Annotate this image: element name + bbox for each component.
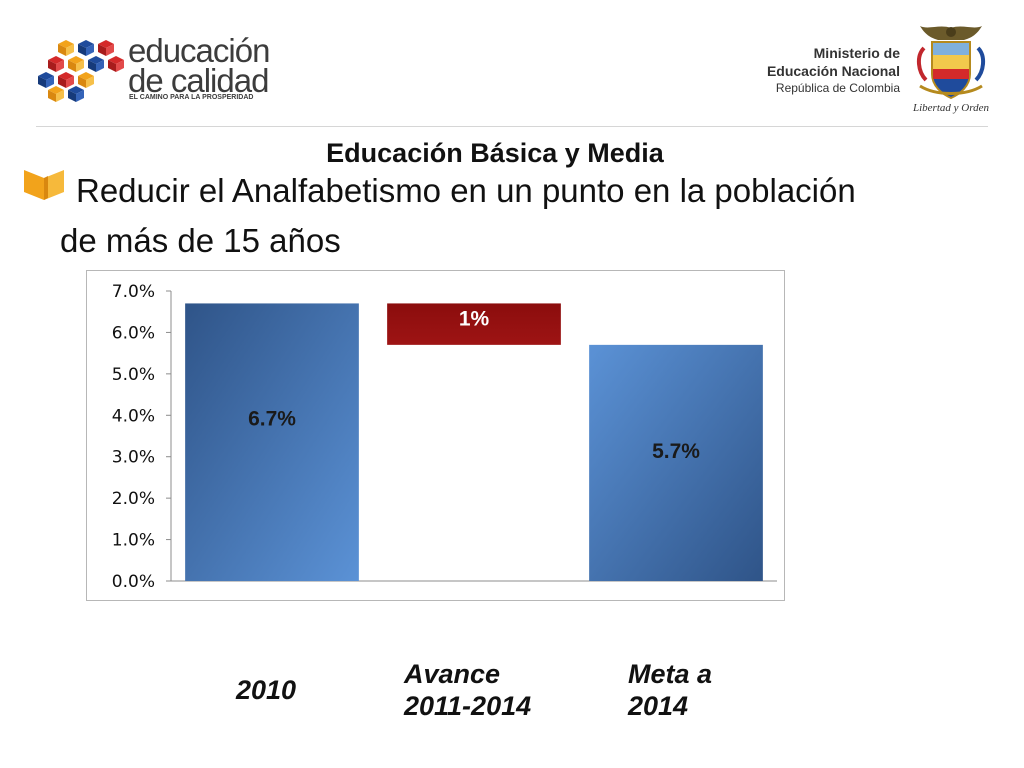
bar-data-label-3: 5.7% [652,440,700,463]
ministry-line-1: Ministerio de [813,45,900,61]
coat-of-arms: Libertad y Orden [910,22,992,122]
bar-1 [185,303,359,581]
logo-word-de-calidad: de calidad [128,62,269,99]
slide-title: Educación Básica y Media [326,138,664,168]
ministry-name: Ministerio de Educación Nacional Repúbli… [767,44,900,96]
y-tick-label: 0.0% [112,572,155,592]
y-tick-label: 4.0% [112,406,155,426]
bar-data-label-2: 1% [459,307,490,330]
category-label-2010: 2010 [236,675,297,705]
y-tick-label: 6.0% [112,323,155,343]
waterfall-bar-chart: 0.0% 1.0% 2.0% 3.0% 4.0% 5.0% 6.0% 7.0% 6.7% 1% 5… [112,282,777,592]
logo-slogan: EL CAMINO PARA LA PROSPERIDAD [129,94,254,101]
category-label-avance: Avance 2011-2014 [404,659,532,721]
seal-caption: Libertad y Orden [913,102,989,114]
bar-2 [387,303,561,345]
coat-of-arms-icon [917,26,985,100]
y-tick-label: 2.0% [112,489,155,509]
y-tick-label: 3.0% [112,448,155,468]
ministry-line-2: Educación Nacional [766,63,900,79]
header-divider [36,126,988,127]
logo-word-educacion: educación [128,32,270,69]
bar-3 [589,344,763,581]
ministry-line-3: República de Colombia [775,81,900,95]
open-book-bullet-icon [24,170,64,200]
cubes-logo-icon [38,40,124,102]
slide-subtitle: Reducir el Analfabetismo en un punto en … [60,172,856,259]
category-label-meta: Meta a 2014 [628,659,713,721]
y-tick-label: 7.0% [112,282,155,302]
y-tick-label: 1.0% [112,531,155,551]
chart-frame: 0.0% 1.0% 2.0% 3.0% 4.0% 5.0% 6.0% 7.0% 6.7% 1% 5… [86,270,785,601]
bar-data-label-1: 6.7% [248,408,296,431]
y-tick-label: 5.0% [112,365,155,385]
educacion-de-calidad-logo: educación de calidad EL CAMINO PARA LA P… [36,32,286,104]
